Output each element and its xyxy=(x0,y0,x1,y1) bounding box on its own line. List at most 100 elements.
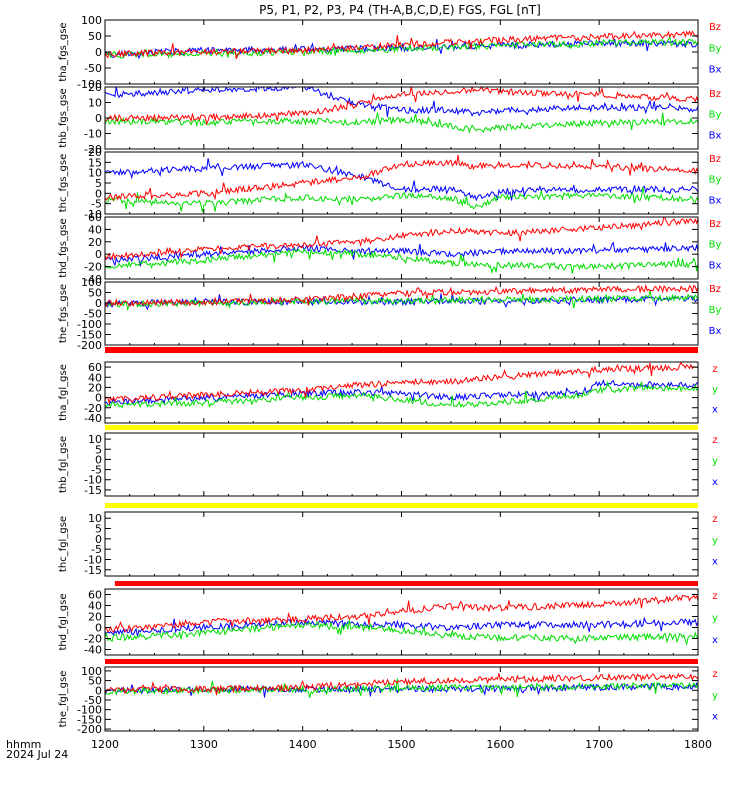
panel-9-series-z xyxy=(105,594,698,633)
panel-2-legend-bx: Bx xyxy=(709,130,722,141)
panel-10-legend-x: x xyxy=(712,712,718,723)
panel-5-frame xyxy=(104,281,699,346)
ytick-label: 5 xyxy=(95,523,102,536)
ytick-label: -40 xyxy=(84,644,102,657)
ytick-label: -20 xyxy=(84,402,102,415)
ytick-label: 40 xyxy=(88,371,102,384)
ytick-label: 10 xyxy=(88,97,102,110)
panel-3-legend-bz: Bz xyxy=(709,154,721,165)
ytick-label: -5 xyxy=(91,464,102,477)
panel-2-ylabel: thb_fgs_gse xyxy=(58,88,69,147)
ytick-label: -200 xyxy=(77,339,102,352)
data-availability-bar-4 xyxy=(114,581,699,586)
ytick-label: -200 xyxy=(77,723,102,736)
panel-4-ylabel: thd_fgs_gse xyxy=(58,218,69,277)
panel-2-series-by xyxy=(105,112,698,134)
panel-8-legend-x: x xyxy=(712,557,718,568)
ytick-label: 60 xyxy=(88,361,102,374)
ytick-label: -50 xyxy=(84,308,102,321)
ytick-label: 5 xyxy=(95,177,102,190)
ytick-label: -5 xyxy=(91,543,102,556)
panel-8-frame xyxy=(104,511,699,577)
ytick-label: 0 xyxy=(95,533,102,546)
panel-9-traces xyxy=(105,594,698,646)
panel-3-traces xyxy=(105,154,698,213)
xtick-label: 1300 xyxy=(190,738,218,751)
ytick-label: 20 xyxy=(88,236,102,249)
ytick-label: -10 xyxy=(84,474,102,487)
ytick-label: -20 xyxy=(84,143,102,156)
panel-6-legend-y: y xyxy=(712,384,718,395)
panel-2: 20 10 0 -10 -20 thb_fgs_gse Bz By Bx xyxy=(58,81,722,156)
panel-7-legend-y: y xyxy=(712,456,718,467)
panel-4-series-bx xyxy=(105,241,698,268)
panel-3-ylabel: thc_fgs_gse xyxy=(58,154,69,213)
ytick-label: 0 xyxy=(95,297,102,310)
ytick-label: 0 xyxy=(95,453,102,466)
panel-1-series-bz xyxy=(105,30,698,60)
panel-7-ylabel: thb_fgl_gse xyxy=(58,436,69,493)
panel-9-ylabel: thd_fgl_gse xyxy=(58,594,69,651)
panel-6-series-z xyxy=(105,362,698,405)
ytick-label: 0 xyxy=(95,684,102,697)
panel-3-series-bz xyxy=(105,154,698,202)
ytick-label: -40 xyxy=(84,273,102,286)
panel-9-legend-x: x xyxy=(712,635,718,646)
ytick-label: 20 xyxy=(88,146,102,159)
xtick-label: 1700 xyxy=(585,738,613,751)
ytick-label: 0 xyxy=(95,112,102,125)
panel-6-legend-x: x xyxy=(712,405,718,416)
panel-1-ylabel: tha_fgs_gse xyxy=(58,22,69,81)
ytick-label: 5 xyxy=(95,443,102,456)
panel-2-legend-by: By xyxy=(709,110,722,121)
panel-3-series-bx xyxy=(105,158,698,202)
plot-title: P5, P1, P2, P3, P4 (TH-A,B,C,D,E) FGS, F… xyxy=(259,3,541,17)
panel-4-legend-bz: Bz xyxy=(709,219,721,230)
ytick-label: 100 xyxy=(81,14,102,27)
panel-1: 100 50 0 -50 -100 tha_fgs_gse Bz By Bx xyxy=(58,14,721,91)
panel-10-frame xyxy=(104,666,699,732)
xtick-label: 1500 xyxy=(388,738,416,751)
ytick-label: -15 xyxy=(84,564,102,577)
ytick-label: 10 xyxy=(88,167,102,180)
ytick-label: 0 xyxy=(95,187,102,200)
time-format-label: hhmm xyxy=(6,738,41,751)
ytick-label: -20 xyxy=(84,633,102,646)
panel-6-series-y xyxy=(105,380,698,409)
ytick-label: 0 xyxy=(95,46,102,59)
panel-1-legend-bx: Bx xyxy=(709,65,722,76)
panel-5-legend-bx: Bx xyxy=(709,326,722,337)
panel-10-series-y xyxy=(105,678,698,698)
panel-5-series-bz xyxy=(105,283,698,308)
ytick-label: -100 xyxy=(77,78,102,91)
ytick-label: 60 xyxy=(88,211,102,224)
ytick-label: 40 xyxy=(88,600,102,613)
panel-10-ylabel: the_fgl_gse xyxy=(58,671,69,728)
panel-9-series-x xyxy=(105,616,698,637)
xtick-label: 1800 xyxy=(684,738,712,751)
xtick-label: 1600 xyxy=(486,738,514,751)
ytick-label: 50 xyxy=(88,30,102,43)
ytick-label: -50 xyxy=(84,694,102,707)
date-label: 2024 Jul 24 xyxy=(6,748,68,761)
ytick-label: 15 xyxy=(88,156,102,169)
ytick-label: 10 xyxy=(88,433,102,446)
panel-10-traces xyxy=(105,672,698,698)
ytick-label: 50 xyxy=(88,287,102,300)
panel-10-series-x xyxy=(105,682,698,698)
ytick-label: -40 xyxy=(84,412,102,425)
panel-10-series-z xyxy=(105,672,698,696)
ytick-label: 20 xyxy=(88,611,102,624)
panel-5-traces xyxy=(105,283,698,311)
ytick-label: -5 xyxy=(91,198,102,211)
ytick-label: -100 xyxy=(77,318,102,331)
panel-6-series-x xyxy=(105,379,698,406)
ytick-label: -150 xyxy=(77,713,102,726)
panel-4-series-bz xyxy=(105,217,698,261)
ytick-label: 60 xyxy=(88,589,102,602)
